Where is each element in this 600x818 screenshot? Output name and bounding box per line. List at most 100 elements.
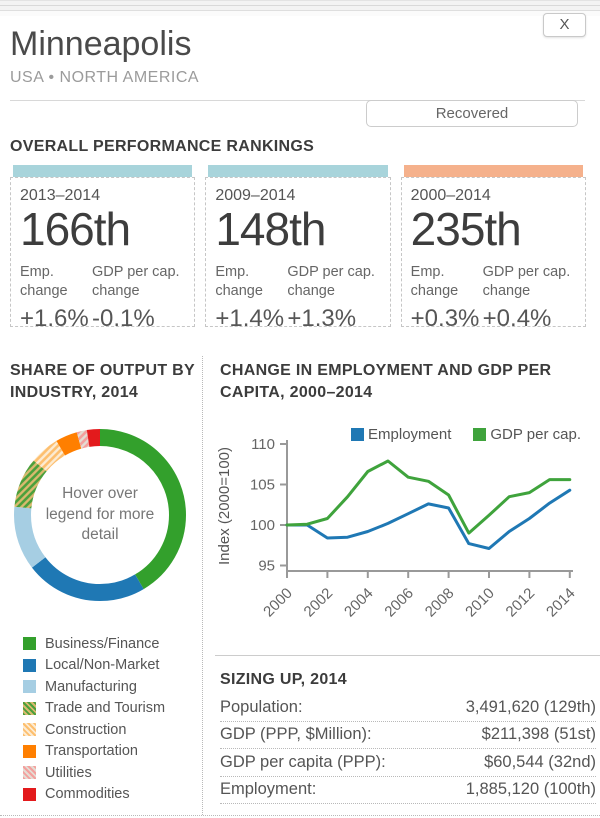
bottom-divider (0, 815, 600, 816)
legend-item-2[interactable]: Manufacturing (23, 676, 165, 698)
rank-value: 148th (215, 203, 326, 255)
header-divider: Recovered (10, 100, 585, 127)
legend-item-3[interactable]: Trade and Tourism (23, 698, 165, 720)
y-tick-label: 110 (251, 436, 275, 453)
rank-period: 2013–2014 (20, 187, 101, 204)
rank-card-2013-2014: 2013–2014 166th Emp. change GDP per cap.… (10, 165, 196, 332)
rank-card-top-bar (403, 165, 583, 177)
x-tick-label: 2006 (381, 585, 417, 621)
sizing-row-label: Population: (220, 697, 303, 716)
emp-change-value: +1.4% (215, 305, 285, 333)
chart-legend-item-0: Employment (351, 426, 451, 443)
x-tick-label: 2012 (503, 585, 539, 621)
legend-item-6[interactable]: Utilities (23, 762, 165, 784)
rank-period: 2009–2014 (215, 187, 296, 204)
page-subtitle: USA • NORTH AMERICA (10, 69, 200, 86)
donut-slice-2[interactable] (14, 429, 186, 601)
rank-period: 2000–2014 (410, 187, 491, 204)
legend-label: Trade and Tourism (45, 700, 166, 717)
sizing-row-1: GDP (PPP, $Million): $211,398 (51st) (220, 722, 596, 749)
sizing-row-label: GDP per capita (PPP): (220, 752, 386, 771)
rank-card-2000-2014: 2000–2014 235th Emp. change GDP per cap.… (400, 165, 586, 332)
emp-change-label: Emp. change (215, 264, 263, 299)
legend-swatch (23, 723, 36, 737)
legend-label: Transportation (45, 743, 138, 760)
gdp-change-value: -0.1% (92, 305, 155, 333)
status-badge[interactable]: Recovered (366, 100, 578, 127)
y-tick-label: 100 (250, 517, 275, 534)
emp-change-value: +0.3% (410, 305, 480, 333)
industry-legend: Business/Finance Local/Non-Market Manufact… (23, 633, 165, 805)
gdp-change-label: GDP per cap. change (92, 264, 180, 299)
donut-slice-1[interactable] (14, 429, 186, 601)
legend-swatch (23, 680, 36, 694)
x-tick-label: 2004 (341, 585, 377, 621)
rankings-heading: OVERALL PERFORMANCE RANKINGS (10, 138, 315, 155)
donut-slice-7[interactable] (14, 429, 186, 601)
chart-legend-item-1: GDP per cap. (473, 426, 581, 443)
legend-swatch (23, 787, 36, 801)
legend-swatch (23, 701, 36, 715)
chart-legend-swatch (351, 428, 365, 441)
page-title: Minneapolis (10, 25, 192, 63)
rank-value: 235th (410, 203, 522, 255)
emp-change-label: Emp. change (20, 264, 68, 299)
column-divider (202, 356, 203, 815)
emp-change-value: +1.6% (20, 305, 89, 333)
industry-donut-chart[interactable] (12, 427, 188, 603)
close-button[interactable]: X (543, 13, 586, 37)
legend-label: Business/Finance (45, 635, 160, 652)
legend-item-7[interactable]: Commodities (23, 784, 165, 806)
legend-swatch (23, 658, 36, 672)
x-tick-label: 2014 (543, 585, 579, 621)
chart-legend-label: Employment (368, 426, 452, 443)
employment-chart-legend: Employment GDP per cap. (215, 426, 581, 443)
x-tick-label: 2008 (422, 585, 458, 621)
employment-chart-title: CHANGE IN EMPLOYMENT AND GDP PER CAPITA,… (220, 362, 552, 401)
rank-value: 166th (20, 203, 131, 255)
legend-item-4[interactable]: Construction (23, 719, 165, 741)
legend-item-1[interactable]: Local/Non-Market (23, 655, 165, 677)
sizing-heading: SIZING UP, 2014 (220, 671, 347, 688)
legend-label: Utilities (45, 764, 92, 781)
gdp-change-value: +1.3% (287, 305, 357, 333)
sizing-row-value: 1,885,120 (100th) (465, 780, 596, 799)
industry-section-title: SHARE OF OUTPUT BY INDUSTRY, 2014 (10, 362, 195, 401)
sizing-row-0: Population: 3,491,620 (129th) (220, 694, 596, 722)
rank-card-top-bar (13, 165, 193, 177)
legend-label: Local/Non-Market (45, 657, 160, 674)
y-tick-label: 105 (250, 477, 275, 494)
emp-change-label: Emp. change (410, 264, 459, 299)
gdp-change-label: GDP per cap. change (287, 264, 375, 299)
employment-gdp-chart: 95 100 105 110 2000 2002 2004 2006 2008 2010 2012 2… (216, 436, 579, 621)
sizing-row-3: Employment: 1,885,120 (100th) (220, 777, 596, 804)
legend-label: Manufacturing (45, 678, 137, 695)
legend-item-0[interactable]: Business/Finance (23, 633, 165, 655)
industry-donut-wrap: Hover over legend for more detail (12, 427, 188, 603)
sizing-row-value: $60,544 (32nd) (484, 752, 596, 771)
sizing-row-label: Employment: (220, 780, 317, 799)
chart-legend-swatch (473, 428, 487, 441)
gdp-change-label: GDP per cap. change (482, 264, 571, 299)
y-axis-label: Index (2000=100) (216, 447, 233, 565)
sizing-section-divider (215, 655, 600, 656)
sizing-row-value: $211,398 (51st) (481, 725, 596, 744)
legend-swatch (23, 637, 36, 651)
sizing-row-value: 3,491,620 (129th) (465, 697, 596, 716)
series-line-1 (285, 459, 572, 535)
legend-swatch (23, 744, 36, 758)
gdp-change-value: +0.4% (482, 305, 552, 333)
x-tick-label: 2002 (301, 585, 337, 621)
rank-card-2009-2014: 2009–2014 148th Emp. change GDP per cap.… (205, 165, 391, 332)
legend-swatch (23, 766, 36, 780)
rank-card-top-bar (208, 165, 388, 177)
sizing-table: Population: 3,491,620 (129th) GDP (PPP, $M… (220, 694, 596, 804)
x-tick-label: 2000 (260, 585, 296, 621)
sizing-row-label: GDP (PPP, $Million): (220, 725, 372, 744)
x-tick-label: 2010 (462, 585, 498, 621)
legend-item-5[interactable]: Transportation (23, 741, 165, 763)
chart-legend-label: GDP per cap. (490, 426, 581, 443)
sizing-row-2: GDP per capita (PPP): $60,544 (32nd) (220, 749, 596, 777)
series-line-0 (285, 488, 572, 550)
y-tick-label: 95 (258, 558, 275, 575)
